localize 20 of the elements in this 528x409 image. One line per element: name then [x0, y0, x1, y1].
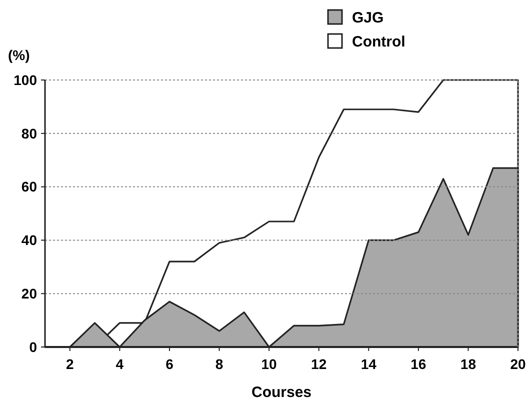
x-tick-label: 18	[460, 356, 476, 372]
y-axis-title: (%)	[8, 47, 30, 63]
x-tick-label: 2	[66, 356, 74, 372]
y-tick-label: 100	[14, 72, 38, 88]
y-tick-label: 0	[29, 338, 38, 355]
legend-label: Control	[352, 33, 406, 50]
x-tick-label: 12	[311, 356, 327, 372]
x-tick-label: 6	[166, 356, 174, 372]
x-tick-label: 8	[215, 356, 224, 372]
x-tick-label: 20	[510, 356, 526, 372]
legend-label: GJG	[352, 9, 384, 26]
x-tick-label: 4	[116, 356, 124, 372]
y-tick-label: 80	[21, 125, 38, 142]
x-tick-label: 10	[261, 356, 278, 372]
x-tick-label: 16	[410, 356, 426, 372]
y-tick-label: 20	[21, 286, 38, 302]
y-tick-label: 40	[21, 232, 38, 248]
y-tick-label: 60	[21, 178, 38, 195]
x-tick-label: 14	[360, 356, 377, 372]
x-axis-title: Courses	[251, 384, 312, 401]
